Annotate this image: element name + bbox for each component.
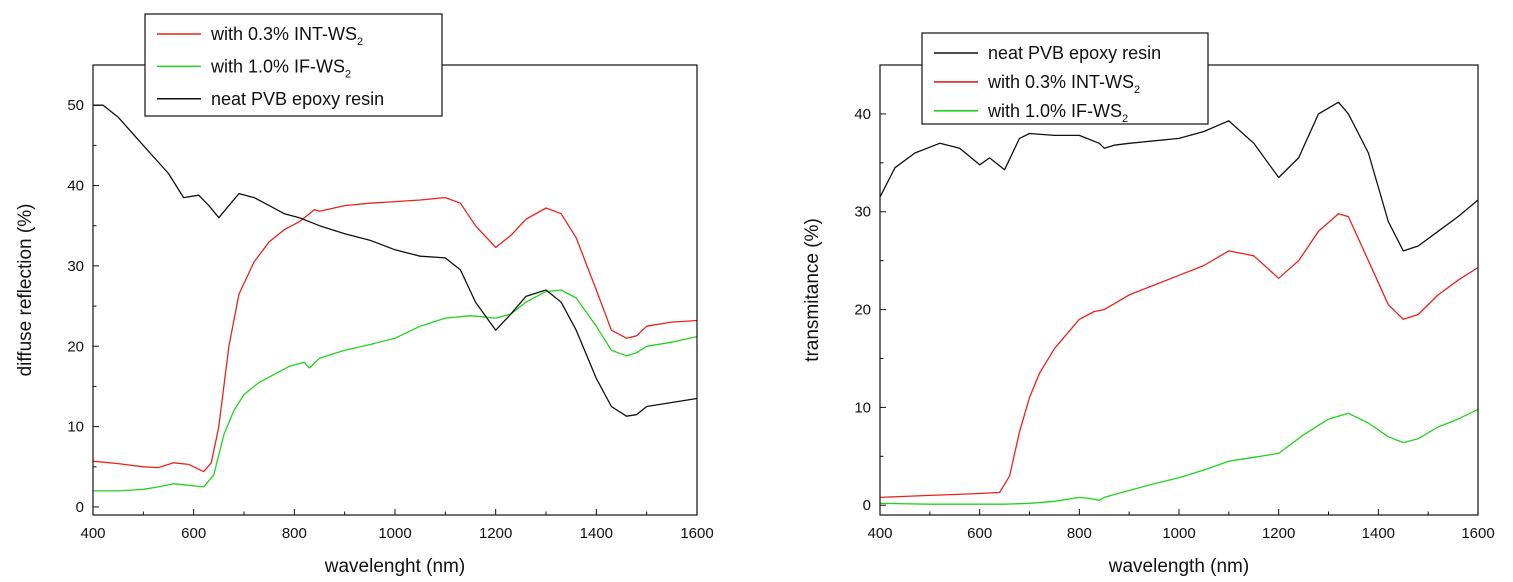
chart-1-series-line-2 bbox=[93, 289, 697, 492]
chart-2-y-axis-title: transmitance (%) bbox=[802, 218, 823, 362]
chart-1-plot-frame bbox=[92, 64, 698, 516]
chart-1-legend-label-1: with 0.3% INT-WS2 bbox=[210, 24, 363, 48]
chart-1-series-line-1 bbox=[93, 196, 697, 473]
chart-2-y-tick-label: 0 bbox=[863, 497, 871, 514]
chart-2-legend-label-3: with 1.0% IF-WS2 bbox=[987, 101, 1128, 125]
chart-2-group: 400 600 800 1000 1200 1400 1600 0 10 20 30 40 wavele… bbox=[802, 32, 1495, 577]
chart-2-legend: neat PVB epoxy resin with 0.3% INT-WS2 wit… bbox=[921, 32, 1209, 125]
chart-1-x-tick-label: 1200 bbox=[479, 525, 512, 542]
chart-2-series-line-1 bbox=[880, 101, 1478, 252]
chart-2-x-tick-label: 1400 bbox=[1362, 525, 1395, 542]
chart-2-series-line-2 bbox=[880, 213, 1478, 499]
chart-2-x-tick-label: 1200 bbox=[1262, 525, 1295, 542]
chart-2-x-tick-label: 1600 bbox=[1461, 525, 1494, 542]
chart-2-series-line-3 bbox=[880, 408, 1478, 505]
chart-1-x-tick-label: 1600 bbox=[680, 525, 713, 542]
chart-2-x-tick-label: 400 bbox=[867, 525, 892, 542]
chart-1-y-tick-label: 40 bbox=[67, 178, 84, 195]
chart-1-y-tick-label: 0 bbox=[76, 499, 84, 516]
chart-2-y-tick-label: 10 bbox=[854, 399, 871, 416]
chart-2-x-tick-label: 1000 bbox=[1162, 525, 1195, 542]
chart-1-legend-label-3: neat PVB epoxy resin bbox=[211, 89, 384, 109]
chart-1-legend-label-2: with 1.0% IF-WS2 bbox=[210, 56, 351, 80]
chart-2-x-tick-label: 800 bbox=[1067, 525, 1092, 542]
chart-1-y-tick-label: 50 bbox=[67, 97, 84, 114]
chart-1-legend: with 0.3% INT-WS2 with 1.0% IF-WS2 neat PV… bbox=[144, 13, 443, 117]
chart-2-y-tick-label: 30 bbox=[854, 204, 871, 221]
chart-1-x-axis-title: wavelenght (nm) bbox=[324, 556, 465, 577]
chart-2-legend-label-2: with 0.3% INT-WS2 bbox=[987, 72, 1140, 96]
chart-2-x-tick-label: 600 bbox=[967, 525, 992, 542]
chart-2-y-tick-label: 20 bbox=[854, 302, 871, 319]
chart-1-series-line-3 bbox=[93, 104, 697, 417]
chart-1-x-tick-label: 1000 bbox=[378, 525, 411, 542]
chart-2-x-axis-title: wavelength (nm) bbox=[1108, 556, 1249, 577]
chart-1-x-tick-label: 400 bbox=[80, 525, 105, 542]
chart-1-group: 400 600 800 1000 1200 1400 1600 0 10 20 30 40 50 wave… bbox=[15, 13, 714, 577]
chart-2-legend-box bbox=[921, 32, 1209, 125]
chart-1-y-axis-title: diffuse reflection (%) bbox=[15, 204, 36, 377]
chart-2-y-tick-label: 40 bbox=[854, 106, 871, 123]
chart-2-legend-label-1: neat PVB epoxy resin bbox=[988, 43, 1161, 63]
chart-1-x-tick-label: 800 bbox=[282, 525, 307, 542]
chart-1-y-tick-label: 10 bbox=[67, 419, 84, 436]
chart-2-plot-frame bbox=[879, 64, 1479, 516]
chart-1-x-tick-label: 1400 bbox=[580, 525, 613, 542]
chart-1-x-tick-label: 600 bbox=[181, 525, 206, 542]
chart-1-y-tick-label: 30 bbox=[67, 258, 84, 275]
chart-1-y-tick-label: 20 bbox=[67, 338, 84, 355]
